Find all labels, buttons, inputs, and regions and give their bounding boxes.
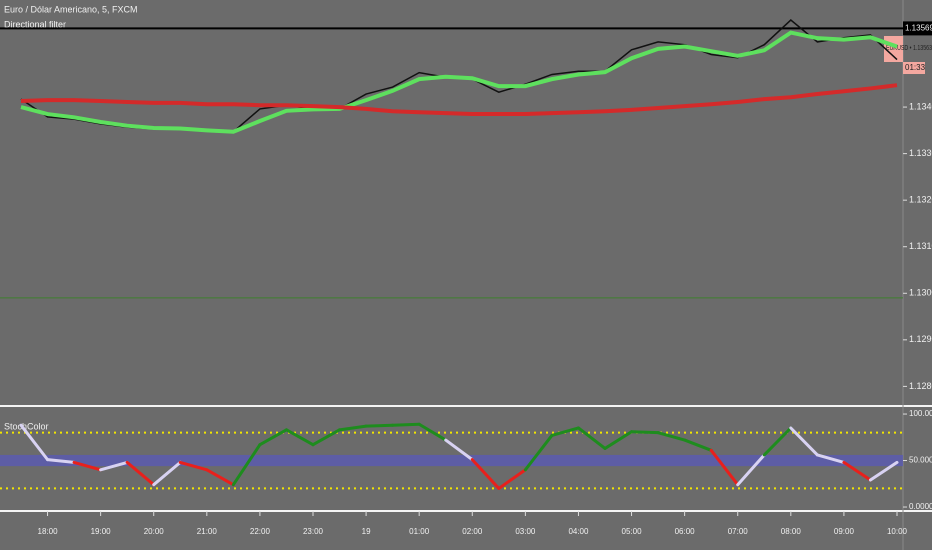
x-tick-label: 08:00 — [781, 527, 802, 536]
y-tick-label: 50.0000 — [909, 456, 932, 465]
stoch-segment — [338, 424, 368, 432]
stoch-segment — [709, 448, 740, 487]
x-tick-label: 10:00 — [887, 527, 908, 536]
stoch-segment — [868, 460, 899, 482]
x-tick-label: 03:00 — [515, 527, 536, 536]
stoch-segment — [815, 453, 846, 464]
stoch-segment — [99, 460, 129, 472]
stoch-segment — [683, 438, 713, 452]
y-tick-label: 1.13100 — [909, 241, 932, 251]
countdown-label: 01:33 — [905, 63, 926, 72]
x-tick-label: 20:00 — [144, 527, 165, 536]
y-tick-label: 1.13200 — [909, 195, 932, 205]
x-tick-label: 19 — [362, 527, 371, 536]
stoch-segment — [311, 428, 342, 447]
x-tick-label: 22:00 — [250, 527, 271, 536]
stoch-segment — [444, 438, 474, 462]
stoch-segment — [46, 458, 76, 464]
series-line — [20, 83, 898, 117]
stoch-segment — [470, 458, 501, 490]
stoch-segment — [603, 430, 634, 450]
chart-title: Euro / Dólar Americano, 5, FXCM — [4, 4, 138, 14]
y-tick-label: 1.12900 — [909, 334, 932, 344]
chart-subtitle: Directional filter — [4, 19, 66, 29]
stoch-segment — [19, 423, 50, 462]
stoch-segment — [630, 430, 660, 435]
x-tick-label: 01:00 — [409, 527, 430, 536]
x-tick-label: 04:00 — [568, 527, 589, 536]
stoch-segment — [152, 460, 182, 487]
stoch-segment — [736, 453, 766, 487]
x-tick-label: 02:00 — [462, 527, 483, 536]
stoch-segment — [656, 431, 687, 442]
y-tick-label: 1.13300 — [909, 148, 932, 158]
y-tick-label: 100.0000 — [909, 409, 932, 418]
stoch-segment — [391, 422, 421, 427]
symbol-label: EURUSD • 1.13563 — [886, 45, 932, 52]
stoch-segment — [205, 468, 235, 487]
x-tick-label: 19:00 — [91, 527, 112, 536]
x-tick-label: 09:00 — [834, 527, 855, 536]
stoch-segment — [231, 443, 262, 487]
indicator-title: StochColor — [4, 421, 49, 431]
last-price-box — [903, 21, 932, 36]
stoch-segment — [789, 426, 819, 457]
stoch-segment — [72, 460, 103, 472]
countdown-box — [903, 62, 925, 74]
x-tick-label: 05:00 — [622, 527, 643, 536]
stoch-segment — [576, 426, 607, 450]
mid-band — [0, 454, 903, 467]
stoch-segment — [523, 433, 554, 472]
x-tick-label: 23:00 — [303, 527, 324, 536]
last-price-label: 1.13569 — [905, 24, 932, 33]
x-tick-label: 07:00 — [728, 527, 749, 536]
y-tick-label: 0.0000 — [909, 502, 932, 511]
series-line — [20, 30, 898, 134]
stoch-segment — [125, 460, 156, 487]
x-tick-label: 06:00 — [675, 527, 696, 536]
stoch-segment — [497, 468, 527, 490]
stoch-segment — [284, 428, 315, 447]
y-tick-label: 1.13400 — [909, 101, 932, 111]
y-tick-label: 1.12800 — [909, 381, 932, 391]
stoch-segment — [550, 426, 580, 437]
x-tick-label: 18:00 — [38, 527, 59, 536]
stoch-segment — [762, 426, 793, 457]
stoch-segment — [842, 460, 872, 482]
stoch-segment — [364, 423, 395, 428]
stoch-segment — [258, 428, 288, 447]
x-tick-label: 21:00 — [197, 527, 218, 536]
stoch-segment — [417, 422, 448, 442]
y-tick-label: 1.13000 — [909, 288, 932, 298]
stoch-segment — [178, 460, 209, 472]
